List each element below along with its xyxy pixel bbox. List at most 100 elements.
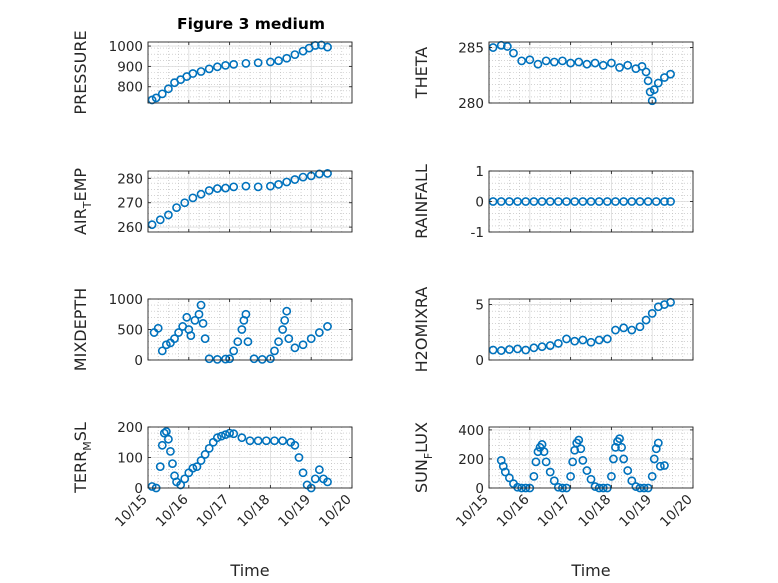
axes-panel-4: -1 0 1 RAINFALL (412, 164, 694, 241)
data-point (549, 476, 559, 486)
data-point (627, 476, 637, 486)
data-point (172, 203, 181, 212)
x-tick-label: 10/17 (194, 492, 233, 531)
y-tick-label: 0 (475, 195, 484, 211)
data-point (529, 471, 539, 481)
data-point (190, 315, 200, 325)
x-tick-label: 10/20 (657, 492, 696, 531)
data-point (290, 343, 300, 353)
data-point (635, 322, 645, 332)
y-axis-label: THETA (412, 47, 431, 99)
data-point (166, 446, 175, 456)
data-point (229, 182, 239, 192)
data-point (566, 471, 575, 481)
data-point (653, 78, 663, 88)
data-point (607, 58, 616, 68)
data-point (241, 181, 251, 191)
data-point (168, 459, 177, 468)
data-point (176, 480, 186, 490)
data-point (257, 354, 267, 364)
data-point (627, 325, 637, 335)
data-point (568, 457, 578, 467)
y-tick-label: -1 (471, 225, 484, 241)
x-axis-label: Time (229, 561, 269, 580)
data-point (212, 354, 222, 364)
x-tick-label: 10/20 (316, 492, 355, 531)
data-point (278, 325, 288, 334)
data-point (265, 354, 275, 364)
x-tick-label: 10/15 (112, 492, 151, 531)
data-point (221, 183, 230, 193)
x-tick-label: 10/19 (616, 492, 655, 531)
data-point (194, 309, 204, 319)
data-point (549, 57, 559, 67)
data-point (586, 337, 596, 347)
data-point (578, 335, 588, 345)
data-point (541, 457, 551, 467)
data-point (582, 59, 592, 69)
data-point (488, 345, 498, 355)
data-point (545, 197, 555, 206)
data-point (161, 340, 171, 350)
axes-box (488, 41, 694, 104)
data-point (212, 62, 222, 72)
data-point (186, 331, 196, 340)
data-point (221, 60, 230, 70)
data-point (541, 56, 551, 66)
data-point (274, 337, 283, 347)
y-axis-label: RAINFALL (412, 164, 431, 239)
x-tick-label: 10/16 (153, 492, 192, 531)
data-point (647, 309, 657, 318)
data-point (270, 346, 279, 356)
data-point (170, 334, 179, 344)
data-point (651, 197, 661, 206)
data-point (180, 474, 190, 484)
data-point (298, 340, 308, 350)
data-point (294, 453, 304, 462)
data-point (590, 482, 600, 491)
data-point (533, 59, 543, 69)
data-point (188, 69, 198, 78)
data-point (212, 433, 222, 443)
data-point (574, 435, 584, 445)
data-point (562, 197, 571, 206)
data-point (200, 450, 210, 459)
data-point (161, 427, 171, 436)
data-point (298, 468, 308, 478)
data-point (631, 482, 641, 491)
data-point (290, 440, 300, 450)
y-tick-label: 900 (117, 59, 143, 75)
data-point (217, 431, 226, 441)
data-point (245, 436, 255, 446)
axes-panel-3: 260 270 280 AIRTEMP (71, 168, 353, 236)
data-point (586, 197, 596, 206)
data-point (155, 215, 165, 225)
data-point (204, 64, 214, 74)
axes-panel-1: 800 900 1000 PRESSURE (71, 30, 353, 115)
y-axis-label: AIRTEMP (71, 168, 94, 235)
data-point (619, 454, 629, 464)
x-tick-label: 10/16 (494, 492, 533, 531)
y-axis-label: SUNFLUX (412, 422, 435, 493)
y-tick-label: 0 (134, 353, 143, 369)
y-axis-label: PRESSURE (71, 30, 90, 114)
data-point (545, 341, 555, 350)
data-point (274, 56, 283, 66)
data-point (496, 197, 506, 206)
data-point (200, 334, 210, 344)
data-point (221, 430, 230, 440)
data-point (278, 436, 288, 446)
y-tick-label: 500 (117, 323, 143, 339)
y-tick-label: 280 (458, 96, 484, 112)
y-axis-label: TERRMSL (71, 422, 94, 494)
data-point (637, 62, 647, 71)
data-point (192, 462, 202, 472)
data-point (323, 169, 332, 178)
y-tick-label: 270 (117, 196, 143, 212)
axes-box (147, 41, 353, 104)
data-point (310, 474, 320, 484)
data-point (241, 309, 251, 319)
x-tick-label: 10/18 (575, 492, 614, 531)
data-point (204, 443, 214, 453)
